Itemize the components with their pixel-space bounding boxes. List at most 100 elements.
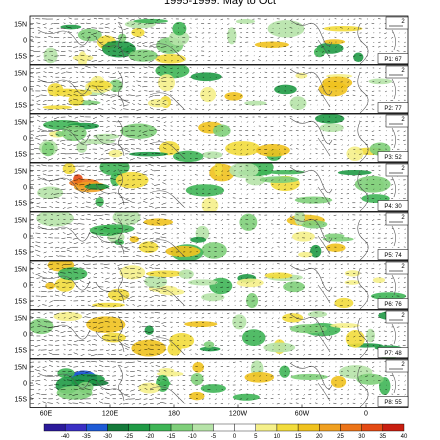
- anomaly-patch: [53, 311, 83, 322]
- panel-label: P8: 55: [384, 400, 402, 406]
- anomaly-patch: [61, 124, 87, 142]
- anomaly-patch: [122, 47, 134, 53]
- anomaly-patch: [323, 25, 363, 32]
- panel-label: P6: 76: [384, 302, 402, 308]
- anomaly-patch: [37, 186, 64, 200]
- anomaly-patch: [224, 92, 243, 101]
- anomaly-patch: [144, 275, 168, 289]
- coastline: [357, 317, 369, 359]
- colorbar-label: 35: [379, 434, 386, 440]
- coastline: [357, 219, 369, 261]
- wind-vectors: [30, 360, 406, 406]
- panel-label: P3: 52: [384, 155, 402, 161]
- anomaly-patch: [267, 20, 305, 38]
- anomaly-patch: [108, 149, 123, 158]
- coastline: [357, 23, 369, 65]
- anomaly-patch: [322, 76, 353, 89]
- anomaly-patch: [300, 220, 328, 229]
- anomaly-patch: [165, 245, 201, 257]
- anomaly-patch: [294, 212, 305, 226]
- anomaly-patch: [213, 124, 231, 137]
- coastline: [117, 70, 131, 104]
- anomaly-patch: [330, 375, 347, 388]
- anomaly-patch: [120, 123, 157, 139]
- anomaly-patch: [190, 236, 207, 243]
- coastline: [289, 68, 333, 96]
- coastline: [37, 176, 91, 193]
- reference-vector-box: 2: [385, 65, 409, 79]
- reference-vector-box: 2: [385, 310, 409, 324]
- coastline: [317, 235, 331, 255]
- coastline: [289, 362, 333, 390]
- colorbar-label: -30: [103, 434, 112, 440]
- anomaly-patch: [41, 141, 55, 157]
- colorbar-label: 30: [358, 434, 365, 440]
- panel-6: 15N 0 15S 2 P6: 76: [14, 260, 409, 310]
- coastline: [391, 323, 396, 345]
- anomaly-patch: [313, 47, 326, 58]
- y-tick-label: 15N: [14, 218, 27, 225]
- anomaly-patch: [155, 54, 186, 64]
- y-tick-label: 15S: [15, 299, 28, 306]
- panel-8: 15N 0 15S 2 P8: 55: [14, 358, 409, 408]
- anomaly-patch: [133, 18, 169, 24]
- anomaly-patch: [282, 313, 304, 323]
- coastline: [317, 284, 331, 304]
- anomaly-patch: [147, 98, 169, 108]
- anomaly-patch: [227, 27, 237, 45]
- anomaly-patch: [158, 368, 175, 374]
- wind-vectors: [30, 65, 406, 112]
- coastline: [117, 168, 131, 202]
- anomaly-patch: [344, 270, 361, 277]
- colorbar: -40 -35 -30 -25 -20 -15 -10 -5 0 5 10 15 20 25 30 35 40: [43, 423, 408, 440]
- anomaly-patch: [370, 292, 407, 301]
- anomaly-patch: [337, 169, 372, 176]
- panel-7: 15N 0 15S 2 P7: 48: [14, 309, 409, 359]
- anomaly-patch: [114, 239, 125, 246]
- y-tick-label: 0: [23, 381, 27, 388]
- colorbar-box: [340, 423, 362, 432]
- anomaly-patch: [167, 342, 182, 356]
- coastline: [117, 119, 131, 153]
- anomaly-patch: [138, 382, 161, 394]
- wind-vectors: [30, 213, 406, 259]
- y-tick-label: 15S: [15, 201, 28, 208]
- anomaly-patch: [325, 243, 346, 252]
- anomaly-patch: [225, 141, 261, 156]
- x-tick-label: 60E: [40, 411, 53, 418]
- anomaly-patch: [298, 251, 313, 258]
- reference-vector-label: 2: [401, 313, 405, 319]
- coastline: [37, 78, 91, 95]
- anomaly-patch: [323, 39, 346, 45]
- coastline: [357, 268, 369, 310]
- colorbar-label: 25: [337, 434, 344, 440]
- colorbar-label: -40: [61, 434, 70, 440]
- anomaly-patch: [200, 384, 226, 393]
- anomaly-patch: [334, 297, 354, 309]
- anomaly-patch: [129, 151, 169, 157]
- wind-vectors: [30, 311, 406, 357]
- anomaly-patch: [291, 231, 315, 242]
- colorbar-label: -10: [188, 434, 197, 440]
- panel-5: 15N 0 15S 2 P5: 74: [14, 211, 409, 261]
- anomaly-patch: [279, 365, 290, 378]
- coastline: [149, 337, 185, 355]
- colorbar-box: [86, 423, 108, 432]
- coastline: [317, 88, 331, 108]
- colorbar-box: [149, 423, 172, 432]
- anomaly-patch: [232, 393, 260, 401]
- y-tick-label: 0: [23, 234, 27, 241]
- colorbar-box: [382, 423, 405, 432]
- anomaly-patch: [99, 163, 130, 176]
- colorbar-label: 5: [254, 434, 258, 440]
- anomaly-patch: [172, 21, 187, 36]
- y-tick-label: 15N: [14, 71, 27, 78]
- y-tick-label: 15N: [14, 169, 27, 176]
- anomaly-patch: [158, 74, 175, 92]
- y-tick-label: 0: [23, 332, 27, 339]
- panel-label-box: P6: 76: [377, 298, 409, 309]
- anomaly-patch: [54, 89, 93, 98]
- anomaly-patch: [190, 373, 204, 386]
- reference-vector-label: 2: [401, 68, 405, 74]
- anomaly-patch: [214, 163, 223, 177]
